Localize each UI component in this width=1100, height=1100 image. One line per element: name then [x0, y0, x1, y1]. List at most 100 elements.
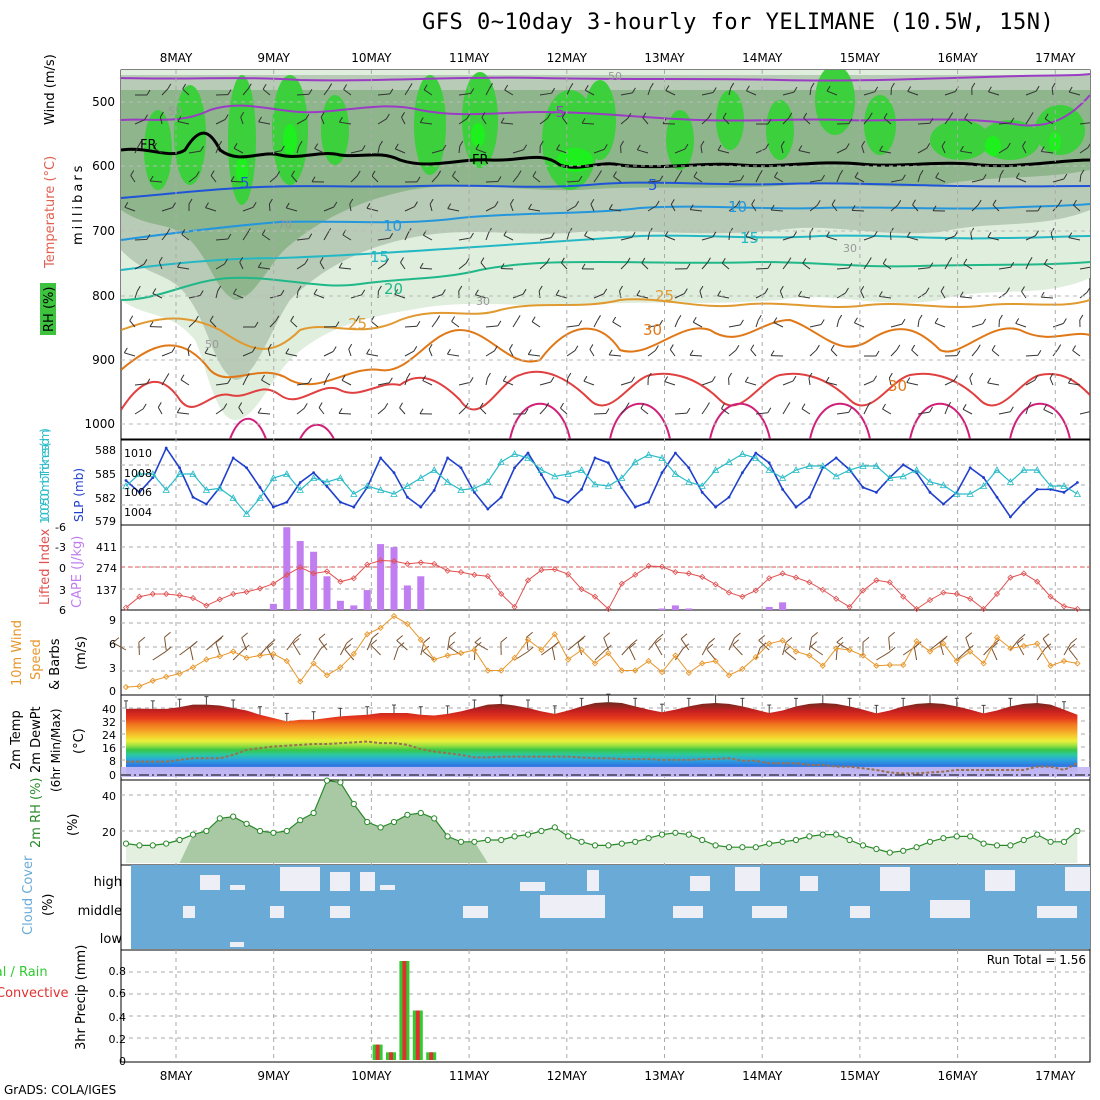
upper-wind-barb — [1051, 87, 1054, 96]
upper-wind-barb — [377, 237, 390, 241]
upper-wind-barb — [826, 236, 838, 241]
wind-barb — [758, 639, 770, 651]
wind-10m-panel: 9 6 3 0 10m Wind Speed & Barbs (m/s) — [10, 612, 1081, 698]
upper-wind-barb-flag — [947, 401, 952, 408]
upper-wind-barb-flag — [686, 407, 691, 414]
wind-barb-flag — [294, 633, 302, 640]
wind-speed-point — [243, 654, 250, 662]
upper-wind-barb — [177, 412, 190, 415]
cape-bar — [765, 606, 773, 610]
slp-point — [1062, 490, 1066, 494]
li-point — [431, 560, 438, 567]
upper-wind-barb — [320, 117, 325, 125]
upper-wind-barb — [969, 377, 973, 386]
slp-point — [982, 476, 985, 479]
upper-wind-barb-flag — [1009, 406, 1014, 412]
upper-wind-barb — [721, 408, 730, 415]
wind-speed-point — [484, 667, 491, 674]
slp-point — [124, 479, 128, 482]
li-point — [819, 586, 826, 593]
upper-wind-barb — [269, 294, 282, 299]
rh-point — [511, 833, 518, 840]
thickness-point — [792, 466, 800, 473]
upper-wind-barb-flag — [502, 375, 507, 382]
rh-point — [122, 840, 130, 847]
rh-label-swatch — [40, 283, 56, 335]
wind-barb-flag — [526, 631, 533, 638]
li-point — [256, 585, 264, 592]
day-label: 14MAY — [742, 1069, 783, 1083]
upper-wind-barb — [863, 117, 870, 125]
upper-wind-barb-flag — [332, 346, 337, 352]
slp-point — [580, 487, 583, 491]
upper-wind-barb — [700, 145, 703, 154]
upper-wind-barb-flag — [878, 291, 883, 297]
upper-wind-barb — [782, 117, 790, 125]
upper-wind-barb — [647, 324, 660, 328]
li-point — [766, 575, 773, 582]
upper-wind-barb-flag — [172, 202, 176, 208]
upper-wind-barb — [420, 267, 433, 270]
rh-point — [377, 824, 384, 831]
thickness-point — [135, 470, 144, 477]
upper-wind-barb — [161, 233, 168, 241]
wind-barb-flag — [965, 632, 973, 639]
upper-wind-barb-flag — [770, 204, 775, 211]
upper-wind-barb — [917, 174, 921, 183]
upper-wind-barb-flag — [560, 257, 565, 264]
wind-speed-point — [873, 662, 880, 669]
upper-wind-barb-flag — [361, 289, 366, 296]
cloud-panel: high middle low Cloud Cover (%) — [21, 855, 1090, 949]
upper-wind-barb-flag — [394, 143, 399, 150]
upper-wind-barb — [944, 117, 951, 125]
upper-wind-barb-flag — [204, 347, 209, 354]
wind-barb — [991, 647, 998, 661]
slp-point — [432, 488, 436, 492]
upper-wind-barb-flag — [649, 82, 654, 89]
upper-wind-barb — [664, 235, 676, 241]
upper-wind-barb — [485, 350, 495, 357]
upper-wind-barb — [836, 148, 847, 154]
slp-point — [566, 500, 570, 504]
wind-barb — [138, 642, 140, 656]
upper-wind-barb — [798, 150, 811, 154]
temp-tick-label: 24 — [102, 729, 116, 742]
slp-point — [258, 486, 262, 489]
upper-wind-barb-flag — [176, 407, 181, 413]
upper-wind-barb-flag — [124, 202, 129, 208]
upper-wind-barb-flag — [848, 407, 853, 413]
wind-speed-point — [980, 660, 987, 667]
upper-wind-barb — [539, 262, 547, 270]
wind-barb-flag — [759, 642, 767, 649]
li-point — [873, 577, 880, 584]
upper-wind-barb — [882, 408, 892, 415]
wind-barb — [983, 644, 994, 656]
wind-speed-point — [779, 637, 786, 644]
thickness-point — [979, 482, 988, 489]
upper-wind-barb-flag — [636, 144, 641, 151]
wind-barb — [810, 646, 824, 656]
thickness-point — [484, 478, 492, 485]
upper-wind-barb-flag — [419, 117, 424, 123]
upper-wind-barb-flag — [1092, 118, 1095, 123]
li-tick-label: 6 — [59, 604, 66, 617]
upper-wind-barb — [323, 351, 334, 357]
upper-wind-barb — [889, 232, 892, 241]
upper-wind-barb — [531, 321, 541, 328]
wind-barb — [393, 647, 399, 661]
upper-wind-barb-flag — [851, 205, 856, 211]
temp-axis-unit: (°C) — [72, 728, 87, 754]
upper-wind-barb — [153, 147, 163, 154]
upper-wind-barb-flag — [326, 372, 331, 379]
wind-barb-flag — [138, 636, 146, 643]
upper-wind-barb-flag — [308, 89, 313, 95]
rh-point — [337, 779, 344, 786]
upper-wind-barb-flag — [803, 112, 808, 119]
upper-wind-barb — [701, 262, 708, 270]
wind-barb — [784, 650, 797, 661]
wind-barb — [913, 647, 918, 661]
upper-wind-barb — [215, 382, 228, 386]
day-label: 13MAY — [644, 51, 685, 65]
upper-wind-barb-flag — [262, 84, 267, 90]
upper-wind-barb-flag — [890, 82, 895, 89]
